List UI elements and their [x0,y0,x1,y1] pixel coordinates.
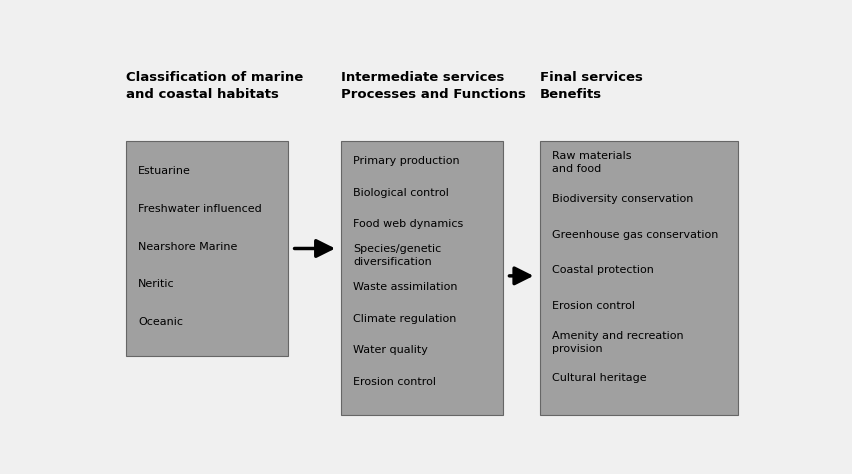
Text: Water quality: Water quality [353,345,428,355]
Text: Greenhouse gas conservation: Greenhouse gas conservation [551,229,717,239]
Text: Final services
Benefits: Final services Benefits [539,72,642,101]
Text: Species/genetic
diversification: Species/genetic diversification [353,245,441,267]
Text: Intermediate services
Processes and Functions: Intermediate services Processes and Func… [341,72,526,101]
Text: Freshwater influenced: Freshwater influenced [138,203,262,214]
Text: Cultural heritage: Cultural heritage [551,374,646,383]
Text: Biodiversity conservation: Biodiversity conservation [551,193,692,203]
Text: Raw materials
and food: Raw materials and food [551,151,630,174]
Text: Waste assimilation: Waste assimilation [353,282,458,292]
Text: Erosion control: Erosion control [353,376,435,387]
Text: Primary production: Primary production [353,156,459,166]
FancyBboxPatch shape [341,141,503,415]
Text: Climate regulation: Climate regulation [353,314,456,324]
Text: Amenity and recreation
provision: Amenity and recreation provision [551,331,682,354]
FancyBboxPatch shape [539,141,737,415]
Text: Food web dynamics: Food web dynamics [353,219,463,229]
Text: Estuarine: Estuarine [138,165,191,175]
Text: Neritic: Neritic [138,280,175,290]
Text: Coastal protection: Coastal protection [551,265,653,275]
Text: Erosion control: Erosion control [551,301,634,311]
Text: Classification of marine
and coastal habitats: Classification of marine and coastal hab… [126,72,303,101]
Text: Oceanic: Oceanic [138,318,183,328]
Text: Biological control: Biological control [353,188,448,198]
FancyBboxPatch shape [126,141,288,356]
Text: Nearshore Marine: Nearshore Marine [138,242,238,252]
